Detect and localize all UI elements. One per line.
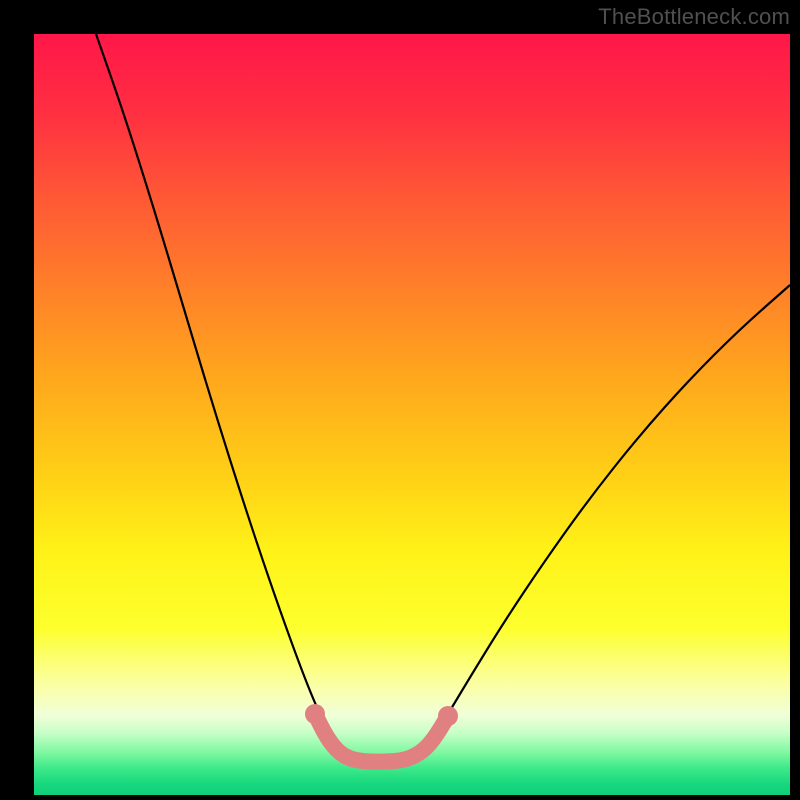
chart-stage: TheBottleneck.com: [0, 0, 800, 800]
gradient-background: [34, 34, 790, 795]
watermark-label: TheBottleneck.com: [598, 4, 790, 30]
bottleneck-chart: [0, 0, 800, 800]
valley-endpoint-dot: [438, 706, 458, 726]
valley-endpoint-dot: [305, 704, 325, 724]
